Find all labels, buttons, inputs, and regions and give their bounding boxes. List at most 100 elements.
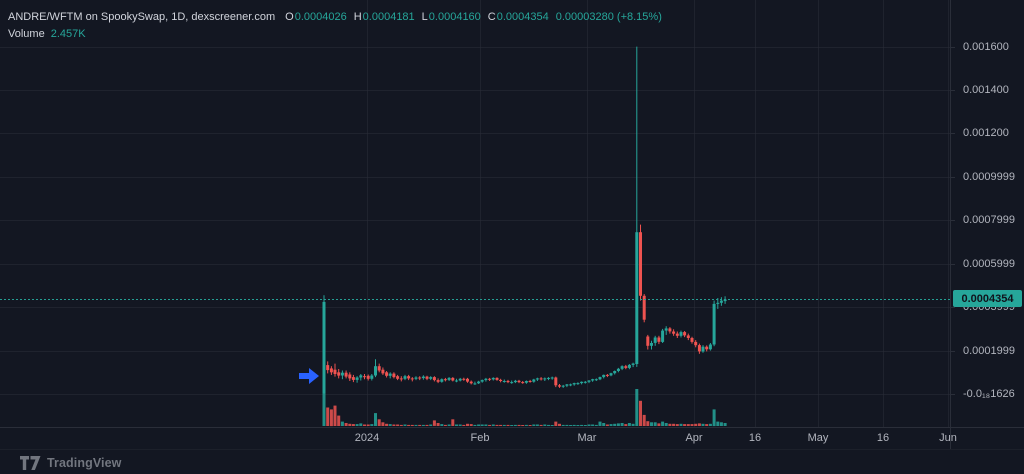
- volume-bar: [407, 424, 411, 426]
- tradingview-wordmark: TradingView: [47, 455, 122, 470]
- candle-body: [385, 372, 389, 376]
- volume-bar: [513, 424, 517, 426]
- candle-body: [620, 366, 624, 369]
- axis-ticks-layer: [951, 47, 955, 395]
- volume-bar: [491, 424, 495, 426]
- volume-bar: [569, 425, 573, 426]
- time-axis-label: Apr: [685, 432, 703, 444]
- candle-body: [344, 372, 348, 377]
- candle-body: [716, 302, 720, 304]
- candle-body: [477, 381, 481, 384]
- volume-bar: [447, 424, 451, 426]
- candlestick-layer: [322, 46, 727, 394]
- candle-body: [326, 365, 330, 371]
- symbol-title: ANDRE/WFTM on SpookySwap, 1D, dexscreene…: [8, 11, 276, 23]
- candle-body: [458, 378, 462, 381]
- candle-body: [683, 332, 687, 336]
- candle-body: [712, 303, 716, 345]
- candle-body: [488, 378, 492, 380]
- candle-body: [502, 381, 506, 382]
- volume-bar: [396, 424, 400, 426]
- volume-bar: [591, 424, 595, 426]
- candle-body: [440, 379, 444, 382]
- candle-body: [554, 377, 558, 386]
- candle-body: [686, 335, 690, 338]
- volume-bar: [598, 421, 602, 426]
- candle-body: [377, 366, 381, 371]
- candle-body: [392, 373, 396, 378]
- candle-body: [565, 384, 569, 386]
- candle-body: [576, 383, 580, 385]
- candle-body: [363, 376, 366, 378]
- candle-body: [675, 333, 679, 336]
- candle-body: [613, 371, 617, 374]
- volume-bar: [532, 424, 536, 426]
- price-axis-label: 0.001600: [963, 41, 1009, 53]
- volume-bar: [539, 424, 543, 426]
- volume-bar: [550, 425, 554, 426]
- arrow-annotation[interactable]: [299, 368, 319, 384]
- volume-bar: [329, 409, 333, 427]
- volume-bar: [458, 424, 462, 426]
- candle-body: [396, 376, 400, 379]
- candle-body: [719, 300, 723, 303]
- candle-body: [543, 378, 547, 380]
- candle-body: [333, 369, 337, 374]
- volume-value: 2.457K: [50, 28, 86, 40]
- volume-bar: [326, 407, 330, 426]
- volume-bar: [620, 423, 624, 426]
- arrow-icon[interactable]: [299, 368, 319, 384]
- candle-body: [587, 380, 591, 382]
- volume-bar: [340, 421, 344, 426]
- volume-bar: [506, 424, 510, 426]
- volume-bar: [679, 423, 683, 426]
- volume-bar: [547, 424, 550, 426]
- volume-bar: [488, 424, 492, 426]
- volume-bar: [723, 423, 727, 426]
- price-axis-label: 0.0009999: [963, 171, 1015, 183]
- legend-row-volume: Volume 2.457K: [8, 26, 662, 43]
- candle-body: [355, 377, 359, 380]
- candle-body: [421, 376, 425, 379]
- volume-layer: [322, 389, 727, 427]
- candle-body: [506, 381, 510, 383]
- candle-body: [410, 378, 414, 380]
- candle-body: [532, 379, 536, 382]
- time-axis[interactable]: 2024 Feb Mar Apr 16 May 16 Jun: [0, 427, 1024, 450]
- price-axis[interactable]: 0.001600 0.001400 0.001200 0.0009999 0.00079…: [950, 0, 1024, 449]
- volume-bar: [583, 425, 587, 426]
- candle-body: [639, 232, 642, 296]
- tradingview-logo-link[interactable]: TradingView: [20, 455, 122, 470]
- candle-body: [436, 380, 440, 382]
- candle-body: [653, 337, 657, 343]
- candle-body: [694, 341, 698, 346]
- volume-bar: [719, 422, 723, 426]
- grid-layer: [0, 0, 950, 427]
- candle-body: [370, 375, 374, 379]
- candle-body: [591, 379, 595, 381]
- candle-body: [340, 372, 344, 376]
- candle-body: [547, 377, 550, 379]
- volume-bar: [712, 409, 716, 427]
- volume-bar: [580, 424, 584, 426]
- price-axis-label: 0.001200: [963, 127, 1009, 139]
- price-axis-label: 0.0007999: [963, 214, 1015, 226]
- volume-bar: [414, 424, 418, 426]
- volume-bar: [631, 423, 635, 426]
- volume-bar: [668, 423, 672, 426]
- candle-body: [650, 343, 653, 346]
- volume-bar: [602, 423, 606, 426]
- volume-bar: [627, 423, 631, 426]
- candle-body: [329, 368, 333, 373]
- volume-bar: [554, 421, 558, 426]
- volume-bar: [672, 423, 676, 426]
- volume-bar: [436, 423, 440, 426]
- volume-bar: [495, 424, 499, 426]
- candle-body: [447, 377, 451, 380]
- candle-body: [495, 377, 499, 380]
- volume-bar: [690, 424, 694, 426]
- volume-bar: [337, 415, 341, 426]
- candle-body: [348, 374, 352, 379]
